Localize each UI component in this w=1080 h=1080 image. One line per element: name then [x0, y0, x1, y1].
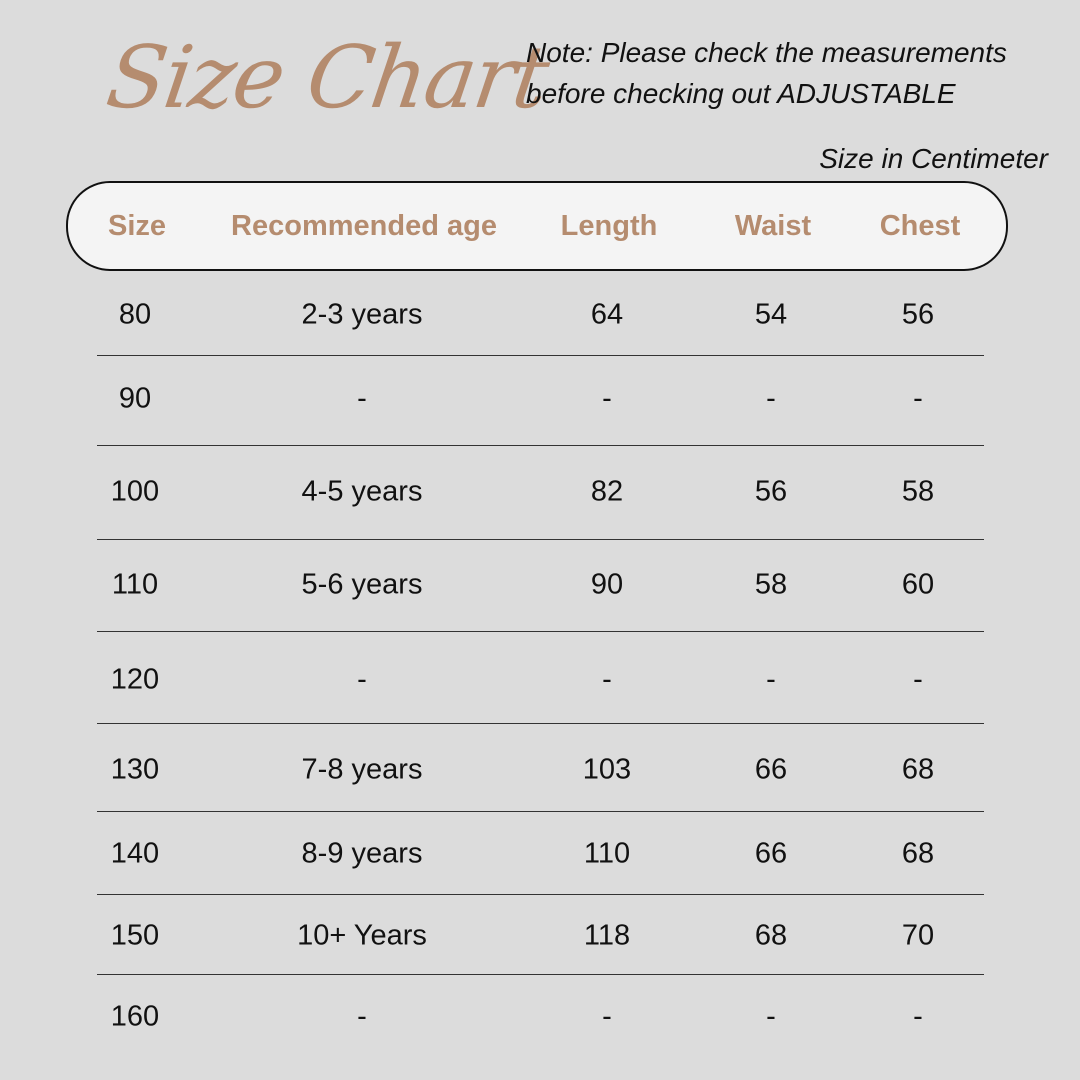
cell-length: 110: [583, 837, 631, 870]
cell-waist: 56: [754, 475, 788, 508]
cell-size: 90: [118, 382, 152, 415]
cell-recommended-age: 5-6 years: [301, 568, 423, 601]
cell-length: -: [602, 1000, 612, 1033]
note: Note: Please check the measurements befo…: [526, 32, 1007, 114]
cell-chest: 58: [901, 475, 935, 508]
cell-length: 90: [590, 568, 624, 601]
row-divider: [97, 539, 984, 540]
cell-waist: 68: [754, 919, 788, 952]
cell-chest: -: [913, 663, 923, 696]
cell-recommended-age: -: [357, 382, 367, 415]
cell-size: 110: [111, 568, 159, 601]
cell-size: 140: [110, 837, 160, 870]
cell-length: 82: [590, 475, 624, 508]
cell-waist: 66: [754, 753, 788, 786]
cell-length: -: [602, 663, 612, 696]
cell-size: 80: [118, 298, 152, 331]
row-divider: [97, 631, 984, 632]
cell-chest: 60: [901, 568, 935, 601]
header-length: Length: [560, 210, 658, 242]
cell-chest: -: [913, 1000, 923, 1033]
cell-waist: 58: [754, 568, 788, 601]
cell-waist: -: [766, 663, 776, 696]
cell-waist: -: [766, 382, 776, 415]
cell-length: 118: [583, 919, 631, 952]
cell-length: 64: [590, 298, 624, 331]
cell-length: -: [602, 382, 612, 415]
row-divider: [97, 894, 984, 895]
cell-recommended-age: 7-8 years: [301, 753, 423, 786]
page-title: Size Chart: [100, 28, 554, 128]
row-divider: [97, 355, 984, 356]
header-recommended-age: Recommended age: [231, 210, 497, 242]
header-waist: Waist: [734, 210, 812, 242]
cell-chest: 68: [901, 753, 935, 786]
row-divider: [97, 723, 984, 724]
cell-recommended-age: -: [357, 663, 367, 696]
cell-chest: 70: [901, 919, 935, 952]
cell-size: 120: [110, 663, 160, 696]
cell-waist: 66: [754, 837, 788, 870]
header-chest: Chest: [879, 210, 961, 242]
row-divider: [97, 445, 984, 446]
note-line-1: Note: Please check the measurements: [526, 37, 1007, 68]
cell-chest: 56: [901, 298, 935, 331]
row-divider: [97, 974, 984, 975]
unit-label: Size in Centimeter: [819, 143, 1048, 174]
row-divider: [97, 811, 984, 812]
cell-recommended-age: 4-5 years: [301, 475, 423, 508]
cell-size: 100: [110, 475, 160, 508]
cell-waist: -: [766, 1000, 776, 1033]
table-header: Size Recommended age Length Waist Chest: [66, 181, 1008, 271]
cell-length: 103: [582, 753, 632, 786]
cell-recommended-age: 10+ Years: [297, 919, 427, 952]
cell-chest: 68: [901, 837, 935, 870]
cell-recommended-age: 8-9 years: [301, 837, 423, 870]
cell-chest: -: [913, 382, 923, 415]
cell-size: 130: [110, 753, 160, 786]
header-size: Size: [107, 210, 167, 242]
cell-size: 160: [110, 1000, 160, 1033]
cell-size: 150: [110, 919, 160, 952]
cell-recommended-age: -: [357, 1000, 367, 1033]
cell-waist: 54: [754, 298, 788, 331]
cell-recommended-age: 2-3 years: [301, 298, 423, 331]
note-line-2: before checking out ADJUSTABLE: [526, 78, 956, 109]
